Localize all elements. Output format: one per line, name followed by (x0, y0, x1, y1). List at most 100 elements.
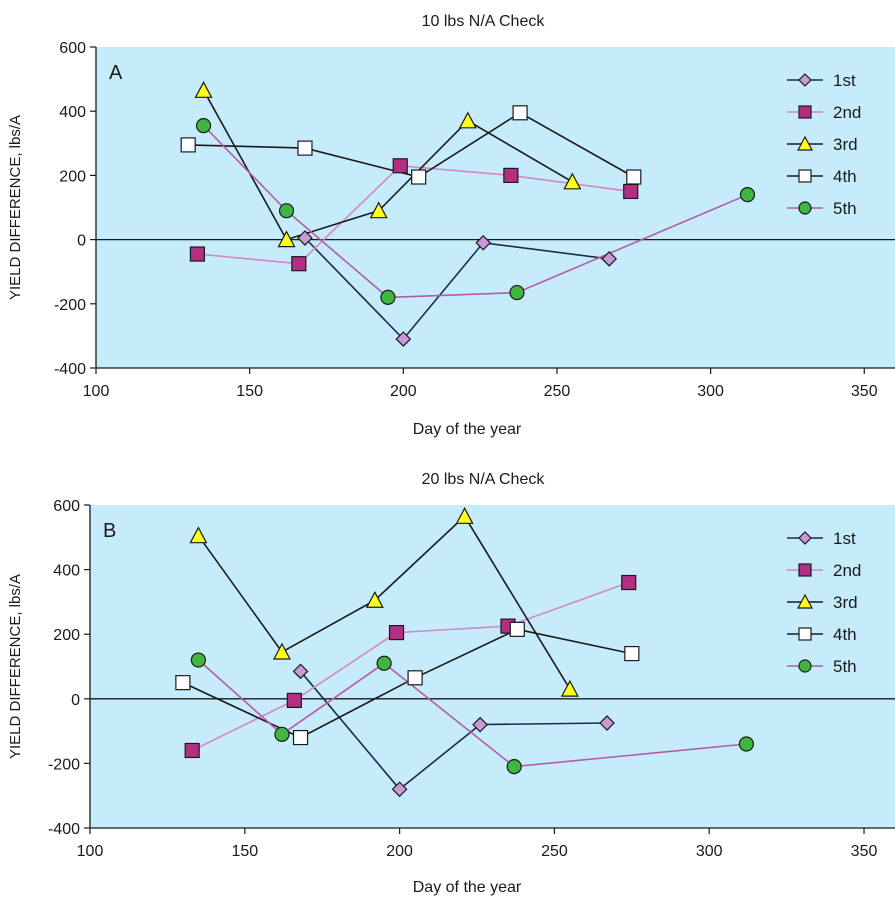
y-tick-label: 600 (59, 40, 86, 57)
data-point-4th (512, 105, 528, 121)
y-tick-label: -400 (54, 361, 86, 378)
data-point-3rd (272, 642, 291, 660)
data-point-3rd (560, 679, 579, 697)
legend-label: 5th (833, 199, 857, 218)
data-point-2nd (189, 246, 206, 262)
y-tick-label: -200 (54, 297, 86, 314)
x-tick-label: 150 (236, 383, 263, 400)
y-tick-label: -200 (48, 756, 80, 773)
data-point-5th (506, 759, 522, 775)
data-point-3rd (458, 111, 477, 129)
data-point-1st (599, 715, 615, 731)
legend-item: 2nd (787, 561, 861, 580)
data-point-4th (292, 729, 309, 746)
legend-item: 5th (787, 657, 857, 676)
legend-label: 4th (833, 167, 857, 186)
legend-label: 2nd (833, 561, 861, 580)
data-point-5th (195, 118, 212, 134)
data-point-2nd (286, 692, 302, 709)
x-axis-label: Day of the year (413, 421, 522, 438)
x-tick-label: 100 (83, 383, 110, 400)
data-point-1st (475, 234, 492, 251)
data-point-3rd (365, 591, 384, 608)
y-axis-label: YIELD DIFFERENCE, lbs/A (7, 115, 24, 300)
y-tick-label: 600 (53, 498, 80, 515)
legend-marker-2nd (798, 563, 812, 577)
y-tick-label: 200 (53, 627, 80, 644)
data-point-5th (739, 187, 756, 203)
data-point-4th (175, 675, 191, 691)
legend-label: 2nd (833, 103, 861, 122)
legend-item: 1st (787, 529, 856, 548)
x-tick-label: 350 (851, 843, 878, 860)
legend-label: 3rd (833, 593, 858, 612)
legend-marker-4th (798, 627, 812, 641)
data-point-5th (190, 652, 206, 668)
legend-item: 5th (787, 199, 857, 218)
legend-item: 2nd (787, 103, 861, 122)
data-point-3rd (369, 201, 388, 219)
data-point-2nd (623, 183, 639, 200)
legend-marker-4th (798, 169, 812, 183)
data-point-1st (391, 781, 408, 798)
data-point-5th (278, 203, 295, 219)
legend-item: 4th (787, 625, 857, 644)
data-point-1st (395, 331, 412, 347)
data-point-4th (407, 670, 423, 686)
data-point-4th (624, 645, 640, 662)
legend-marker-5th (798, 659, 812, 673)
x-tick-label: 300 (696, 843, 723, 860)
y-tick-label: 200 (59, 168, 86, 185)
legend-label: 5th (833, 657, 857, 676)
data-point-4th (626, 169, 642, 185)
data-point-4th (509, 621, 525, 637)
y-axis-label: YIELD DIFFERENCE, lbs/A (7, 574, 24, 759)
data-point-3rd (277, 230, 296, 248)
legend-item: 4th (787, 167, 857, 186)
x-tick-label: 200 (386, 843, 413, 860)
data-point-2nd (392, 158, 408, 174)
data-point-5th (509, 284, 525, 301)
y-tick-label: 400 (53, 563, 80, 580)
data-point-3rd (189, 526, 208, 544)
data-point-2nd (503, 167, 519, 183)
data-point-2nd (291, 256, 307, 272)
x-tick-label: 350 (851, 383, 878, 400)
legend-label: 3rd (833, 135, 858, 154)
legend-label: 1st (833, 71, 856, 90)
data-point-3rd (563, 172, 582, 190)
x-tick-label: 300 (697, 383, 724, 400)
data-point-4th (411, 169, 427, 185)
x-tick-label: 250 (544, 383, 571, 400)
data-point-2nd (184, 742, 200, 759)
data-point-1st (292, 663, 309, 680)
y-tick-label: -400 (48, 821, 80, 838)
legend-item: 1st (787, 71, 856, 90)
data-point-5th (274, 726, 290, 742)
plot-area (90, 505, 895, 828)
legend-marker-5th (798, 201, 812, 215)
legend-label: 1st (833, 529, 856, 548)
x-tick-label: 100 (77, 843, 104, 860)
plot-area (96, 47, 895, 368)
panel-letter: B (103, 520, 116, 542)
chart-panel-b: 20 lbs N/A Check YIELD DIFFERENCE, lbs/A… (7, 471, 895, 896)
legend-marker-1st (798, 531, 812, 545)
panel-letter: A (109, 62, 123, 84)
legend-label: 4th (833, 625, 857, 644)
y-tick-label: 400 (59, 104, 86, 121)
x-tick-label: 250 (541, 843, 568, 860)
data-point-1st (297, 230, 313, 246)
legend-marker-2nd (798, 105, 812, 119)
chart-title: 20 lbs N/A Check (422, 471, 546, 488)
legend-marker-3rd (796, 593, 814, 609)
data-point-2nd (621, 574, 637, 591)
chart-panel-a: 10 lbs N/A Check YIELD DIFFERENCE, lbs/A… (7, 13, 895, 438)
y-tick-label: 0 (77, 233, 86, 250)
x-tick-label: 200 (390, 383, 417, 400)
legend-item: 3rd (787, 593, 858, 612)
data-point-3rd (194, 81, 213, 98)
data-point-4th (297, 140, 313, 156)
y-tick-label: 0 (71, 692, 80, 709)
